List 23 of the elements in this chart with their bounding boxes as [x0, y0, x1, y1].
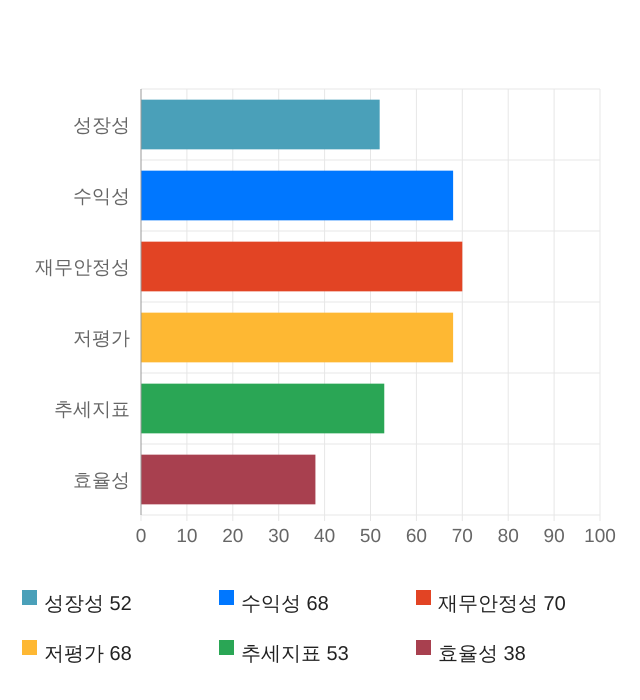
legend-label: 추세지표 53: [241, 643, 349, 665]
x-tick-label: 20: [222, 526, 244, 547]
legend-label: 수익성 68: [241, 593, 329, 615]
legend-label: 성장성 52: [44, 593, 132, 615]
legend-label: 효율성 38: [438, 643, 526, 665]
x-tick-label: 80: [498, 526, 519, 547]
x-tick-label: 70: [452, 526, 473, 547]
x-tick-label: 90: [544, 526, 565, 547]
x-tick-label: 50: [360, 526, 382, 547]
x-tick-label: 10: [176, 526, 198, 547]
legend-label: 저평가 68: [44, 643, 132, 665]
y-tick-label: 성장성: [73, 116, 130, 136]
y-tick-label: 재무안정성: [35, 258, 130, 278]
x-tick-label: 0: [136, 526, 146, 547]
x-tick-label: 30: [268, 526, 290, 547]
legend-label: 재무안정성 70: [438, 593, 566, 615]
x-tick-label: 100: [584, 526, 616, 547]
y-tick-label: 저평가: [73, 328, 130, 350]
y-tick-label: 수익성: [73, 186, 130, 208]
x-tick-label: 60: [406, 526, 427, 547]
y-tick-label: 효율성: [73, 470, 130, 492]
y-tick-label: 추세지표: [54, 400, 130, 420]
x-tick-label: 40: [314, 526, 336, 547]
